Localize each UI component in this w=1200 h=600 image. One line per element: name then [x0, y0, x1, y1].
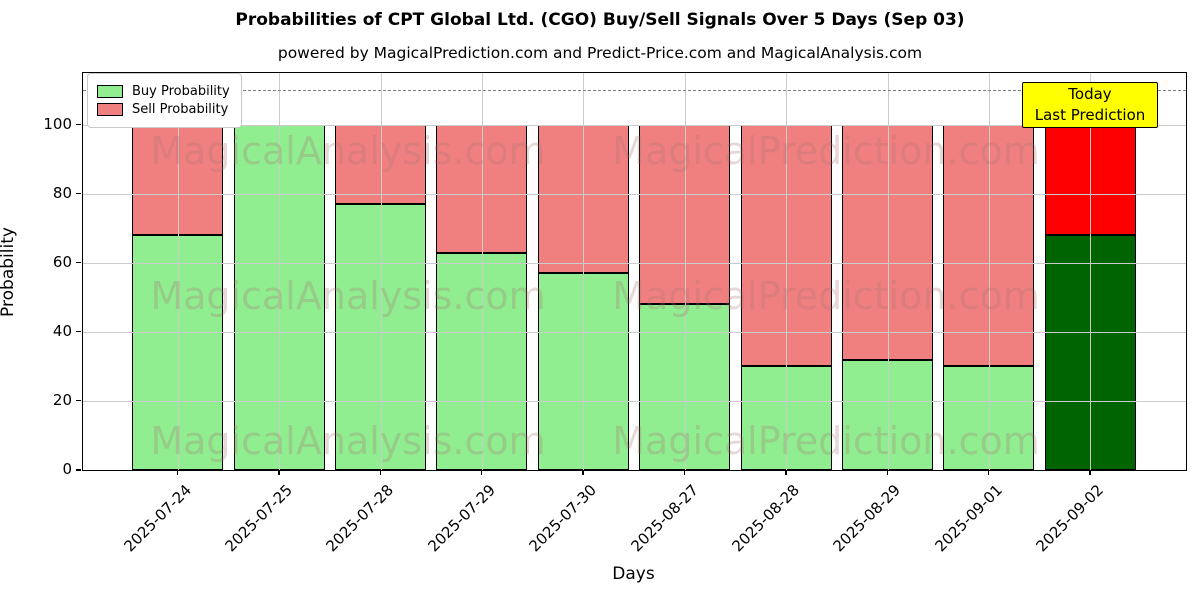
- v-gridline: [1090, 73, 1092, 470]
- x-tick-mark: [1089, 470, 1091, 475]
- annotation-line-1: Today: [1068, 85, 1112, 103]
- plot-area: MagicalAnalysis.com MagicalPrediction.com…: [82, 72, 1187, 471]
- v-gridline: [988, 73, 990, 470]
- x-tick-text: 2025-07-25: [221, 481, 296, 556]
- x-tick-text: 2025-07-28: [322, 481, 398, 556]
- x-tick-mark: [886, 470, 888, 475]
- x-tick-mark: [683, 470, 686, 475]
- legend-label-sell: Sell Probability: [132, 102, 229, 117]
- v-gridline: [380, 73, 382, 470]
- chart-title: Probabilities of CPT Global Ltd. (CGO) B…: [235, 10, 965, 30]
- y-tick-mark: [76, 469, 81, 471]
- v-gridline: [786, 73, 788, 470]
- x-tick-text: 2025-08-29: [829, 481, 905, 556]
- x-tick-mark: [379, 470, 381, 475]
- h-gridline: [83, 331, 1186, 333]
- x-tick-mark: [480, 470, 483, 475]
- y-tick-text: 60: [52, 252, 72, 271]
- x-tick-text: 2025-09-02: [1032, 481, 1108, 556]
- x-tick-mark: [987, 470, 990, 475]
- h-gridline: [83, 400, 1186, 402]
- x-tick-text: 2025-07-30: [525, 481, 601, 556]
- y-tick-text: 0: [62, 460, 72, 478]
- v-gridline: [481, 73, 483, 470]
- x-tick-text: 2025-07-29: [424, 481, 499, 556]
- legend: Buy Probability Sell Probability: [87, 73, 242, 128]
- dashed-threshold-line: [83, 90, 1186, 92]
- y-tick-text: 100: [43, 114, 72, 133]
- legend-label-buy: Buy Probability: [132, 84, 230, 99]
- v-gridline: [279, 73, 281, 470]
- annotation-line-2: Last Prediction: [1034, 106, 1146, 124]
- y-axis-label: Probability: [0, 227, 18, 317]
- x-tick-mark: [278, 470, 280, 475]
- h-gridline: [83, 193, 1186, 195]
- legend-item-sell: Sell Probability: [97, 102, 230, 117]
- y-tick-text: 20: [52, 390, 72, 409]
- y-tick-text: 40: [52, 321, 72, 340]
- x-tick-text: 2025-08-28: [728, 481, 803, 556]
- today-annotation: Today Last Prediction: [1022, 82, 1158, 128]
- buy-swatch-icon: [97, 85, 123, 98]
- y-tick-text: 80: [52, 183, 72, 202]
- x-tick-mark: [785, 470, 787, 475]
- y-tick-mark: [76, 399, 81, 402]
- y-tick-mark: [76, 192, 81, 195]
- v-gridline: [583, 73, 585, 470]
- x-tick-text: 2025-09-01: [931, 481, 1006, 556]
- h-gridline: [83, 262, 1186, 264]
- y-tick-mark: [76, 261, 81, 264]
- x-tick-text: 2025-08-27: [627, 481, 702, 556]
- chart-subtitle: powered by MagicalPrediction.com and Pre…: [277, 44, 923, 62]
- x-tick-text: 2025-07-24: [120, 481, 195, 556]
- v-gridline: [684, 73, 686, 470]
- h-gridline: [83, 124, 1186, 126]
- y-tick-mark: [76, 123, 81, 126]
- legend-item-buy: Buy Probability: [97, 84, 230, 99]
- x-tick-mark: [176, 470, 179, 475]
- v-gridline: [177, 73, 179, 470]
- x-axis-label: Days: [612, 564, 655, 584]
- sell-swatch-icon: [97, 103, 123, 116]
- v-gridline: [887, 73, 889, 470]
- y-tick-mark: [76, 330, 81, 333]
- x-tick-mark: [582, 470, 584, 475]
